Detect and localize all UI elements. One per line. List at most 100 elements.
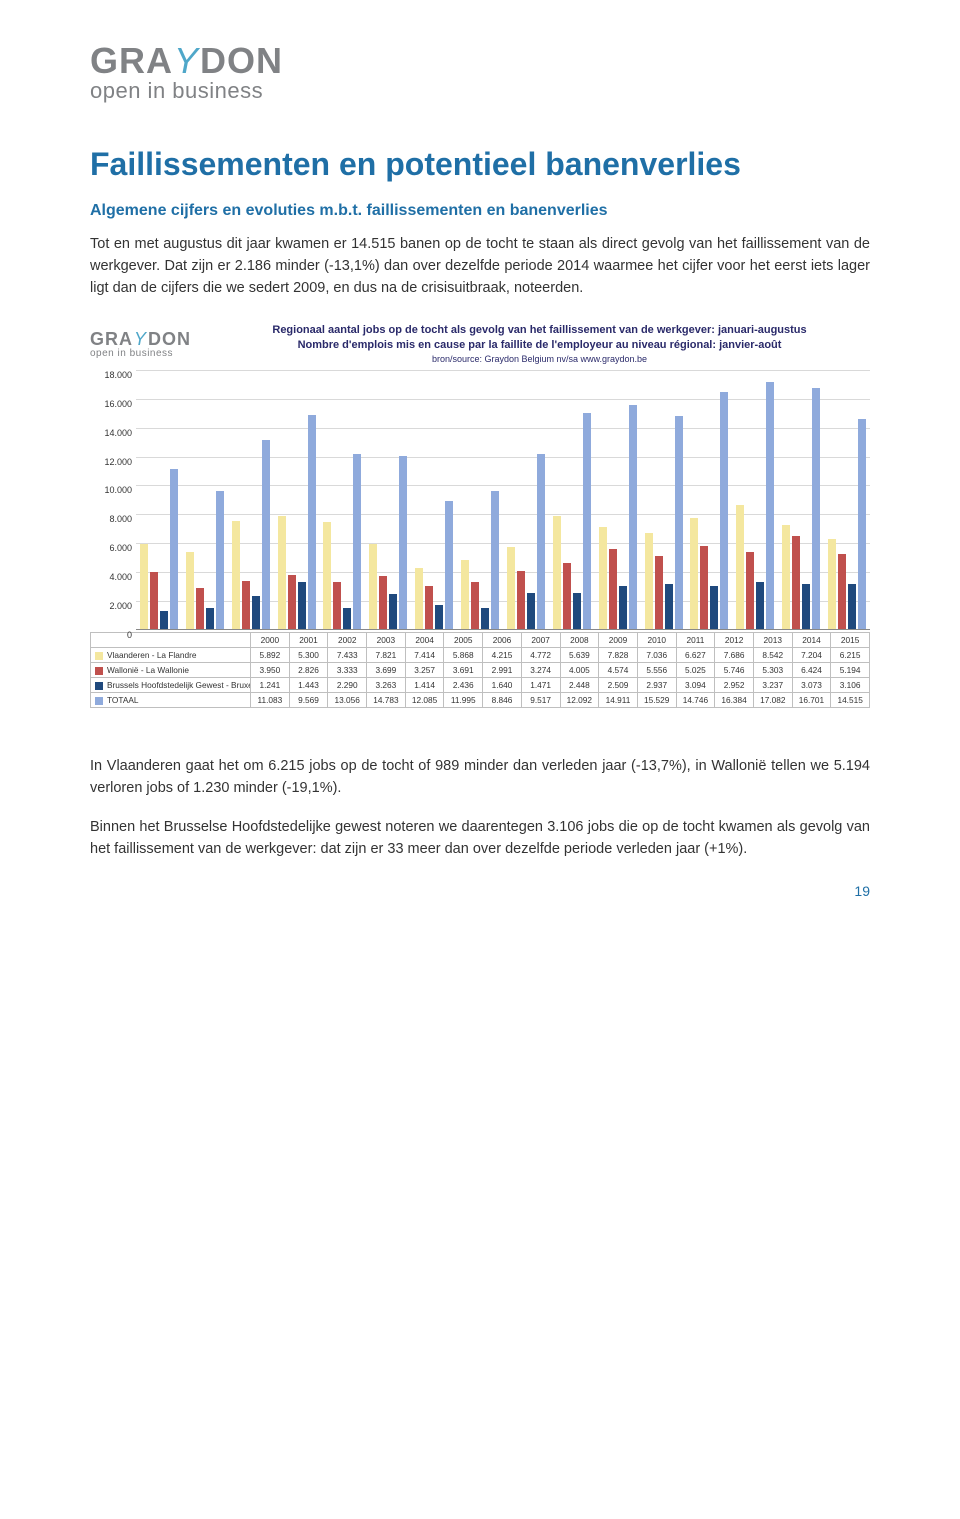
table-cell: 2.826 (289, 662, 328, 677)
table-cell: 1.640 (483, 677, 522, 692)
bar (150, 572, 158, 629)
bar (343, 608, 351, 628)
bar (288, 575, 296, 628)
table-cell: 13.056 (328, 692, 367, 707)
table-year-header: 2011 (676, 632, 715, 647)
bar (756, 582, 764, 629)
bar (655, 556, 663, 629)
bar (746, 552, 754, 629)
bar (415, 568, 423, 629)
regional-jobs-chart: GRA Y DON open in business Regionaal aan… (90, 323, 870, 708)
bar (379, 576, 387, 629)
y-tick-label: 16.000 (90, 399, 132, 409)
bar (461, 560, 469, 629)
chart-source: bron/source: Graydon Belgium nv/sa www.g… (209, 354, 870, 364)
table-year-header: 2009 (599, 632, 638, 647)
bar-group (595, 370, 641, 629)
table-year-header: 2007 (521, 632, 560, 647)
bar (491, 491, 499, 628)
table-year-header: 2010 (637, 632, 676, 647)
bar-group (136, 370, 182, 629)
bar (599, 527, 607, 629)
bar (323, 522, 331, 629)
table-cell: 12.092 (560, 692, 599, 707)
table-year-header: 2001 (289, 632, 328, 647)
bar (481, 608, 489, 629)
bar (583, 413, 591, 628)
chart-title-line-1: Regionaal aantal jobs op de tocht als ge… (209, 323, 870, 337)
table-cell: 3.263 (367, 677, 406, 692)
table-cell: 3.237 (753, 677, 792, 692)
bar-group (411, 370, 457, 629)
table-cell: 17.082 (753, 692, 792, 707)
body-paragraph-3: Binnen het Brusselse Hoofdstedelijke gew… (90, 817, 870, 861)
table-cell: 15.529 (637, 692, 676, 707)
bar (186, 552, 194, 629)
table-cell: 3.699 (367, 662, 406, 677)
bar (242, 581, 250, 629)
logo-seg-1: GRA (90, 40, 173, 82)
table-cell: 6.424 (792, 662, 831, 677)
table-cell: 6.215 (831, 647, 870, 662)
bar (527, 593, 535, 628)
table-year-header: 2004 (405, 632, 444, 647)
bar (736, 505, 744, 628)
bar (170, 469, 178, 629)
bar (838, 554, 846, 629)
table-cell: 8.846 (483, 692, 522, 707)
legend-swatch (95, 652, 103, 660)
bar (369, 544, 377, 629)
table-cell: 7.821 (367, 647, 406, 662)
table-year-header: 2015 (831, 632, 870, 647)
bar (792, 536, 800, 629)
logo-seg-accent: Y (174, 40, 199, 82)
logo-seg-3: DON (200, 40, 283, 82)
bar (690, 518, 698, 629)
bar (216, 491, 224, 629)
bar (573, 593, 581, 629)
bar-group (641, 370, 687, 629)
table-cell: 14.746 (676, 692, 715, 707)
table-cell: 3.257 (405, 662, 444, 677)
y-tick-label: 12.000 (90, 457, 132, 467)
table-cell: 1.471 (521, 677, 560, 692)
table-year-header: 2006 (483, 632, 522, 647)
bar-group (549, 370, 595, 629)
table-cell: 5.300 (289, 647, 328, 662)
bar (445, 501, 453, 629)
table-cell: 4.772 (521, 647, 560, 662)
bar-group (320, 370, 366, 629)
page-title: Faillissementen en potentieel banenverli… (90, 144, 870, 184)
chart-plot-area (136, 370, 870, 630)
table-cell: 3.274 (521, 662, 560, 677)
chart-data-table: 2000200120022003200420052006200720082009… (90, 632, 870, 708)
y-tick-label: 10.000 (90, 485, 132, 495)
bar (665, 584, 673, 629)
table-cell: 9.517 (521, 692, 560, 707)
y-tick-label: 8.000 (90, 514, 132, 524)
bar (619, 586, 627, 628)
table-cell: 7.828 (599, 647, 638, 662)
table-cell: 3.094 (676, 677, 715, 692)
table-cell: 2.937 (637, 677, 676, 692)
bar (675, 416, 683, 629)
table-cell: 2.952 (715, 677, 754, 692)
table-year-header: 2012 (715, 632, 754, 647)
bar-group (274, 370, 320, 629)
table-cell: 14.515 (831, 692, 870, 707)
table-year-header: 2003 (367, 632, 406, 647)
bar (140, 544, 148, 629)
table-cell: 5.194 (831, 662, 870, 677)
table-cell: 5.639 (560, 647, 599, 662)
bar (399, 456, 407, 629)
table-cell: 9.569 (289, 692, 328, 707)
bar-group (732, 370, 778, 629)
y-tick-label: 6.000 (90, 543, 132, 553)
table-cell: 7.204 (792, 647, 831, 662)
table-cell: 7.036 (637, 647, 676, 662)
table-year-header: 2000 (251, 632, 290, 647)
table-cell: 5.556 (637, 662, 676, 677)
table-cell: 7.686 (715, 647, 754, 662)
bar (517, 571, 525, 629)
table-cell: 1.414 (405, 677, 444, 692)
